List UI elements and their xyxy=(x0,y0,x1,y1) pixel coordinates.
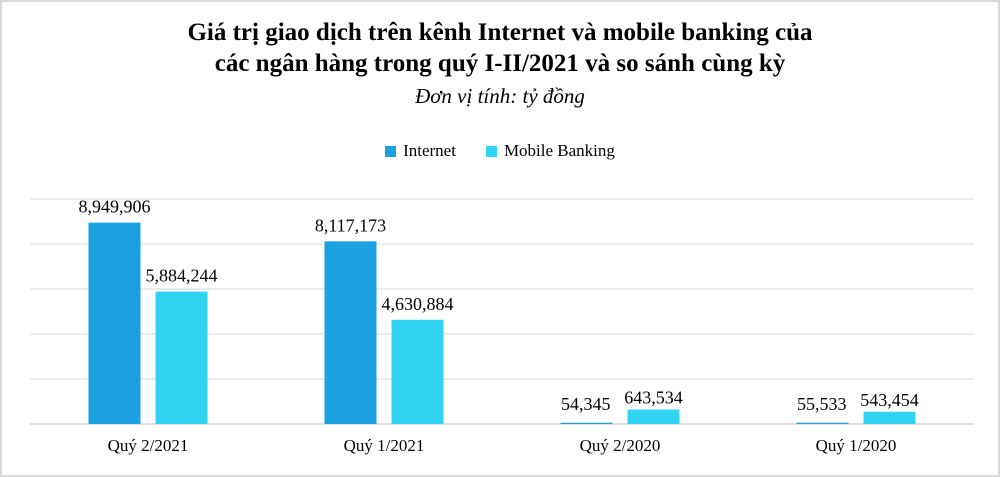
bar-mobile-banking xyxy=(391,319,444,424)
bar-internet xyxy=(324,241,377,424)
data-label: 543,454 xyxy=(860,390,919,410)
bar-internet xyxy=(796,422,849,424)
data-label: 4,630,884 xyxy=(382,294,454,314)
chart-subtitle: Đơn vị tính: tỷ đồng xyxy=(415,84,585,108)
bar-internet xyxy=(560,422,613,424)
data-label: 643,534 xyxy=(624,388,683,408)
category-label: Quý 1/2020 xyxy=(816,436,897,455)
bar-mobile-banking xyxy=(627,409,680,424)
chart-title-line1: Giá trị giao dịch trên kênh Internet và … xyxy=(187,19,813,46)
category-label: Quý 2/2021 xyxy=(108,436,189,455)
bar-mobile-banking xyxy=(863,411,916,424)
data-label: 8,949,906 xyxy=(79,197,151,217)
legend-item-internet: Internet xyxy=(385,141,456,161)
data-label: 5,884,244 xyxy=(146,266,218,286)
legend-swatch-internet xyxy=(385,145,397,157)
bar-mobile-banking xyxy=(155,291,208,424)
legend-item-mobile-banking: Mobile Banking xyxy=(485,141,615,161)
data-label: 55,533 xyxy=(797,394,847,414)
category-label: Quý 2/2020 xyxy=(580,436,661,455)
category-label: Quý 1/2021 xyxy=(344,436,425,455)
bar-internet xyxy=(88,222,141,424)
legend-label-mobile-banking: Mobile Banking xyxy=(503,141,615,160)
data-label: 54,345 xyxy=(561,394,611,414)
legend-swatch-mobile-banking xyxy=(485,145,497,157)
chart-title-line2: các ngân hàng trong quý I-II/2021 và so … xyxy=(214,50,786,77)
legend: Internet Mobile Banking xyxy=(0,141,1000,161)
legend-label-internet: Internet xyxy=(403,141,456,160)
data-label: 8,117,173 xyxy=(315,215,386,235)
